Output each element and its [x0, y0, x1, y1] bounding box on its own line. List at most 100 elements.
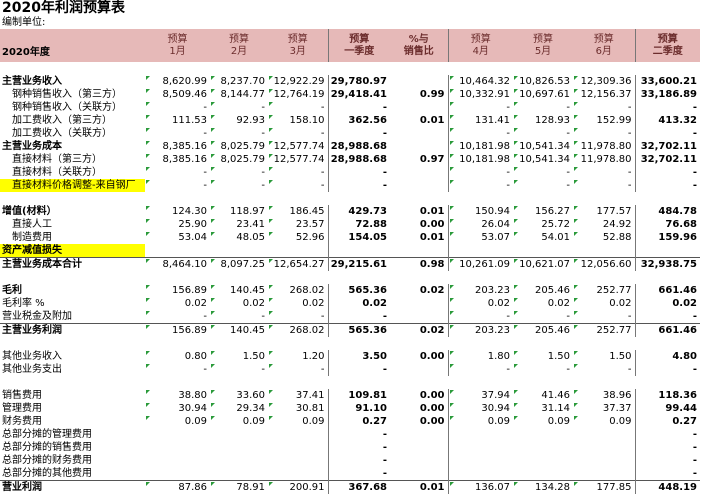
cell: 54.01 [513, 231, 573, 244]
cell [390, 101, 448, 114]
cell: 8,464.10 [145, 257, 210, 271]
row-label: 直接材料价格调整-来自钢厂 [0, 179, 145, 192]
cell: 268.02 [268, 323, 328, 337]
cell: 10,332.91 [447, 88, 513, 101]
cell: 205.46 [513, 284, 573, 297]
cell: 0.00 [419, 219, 445, 230]
table-row: 主营业务成本 8,385.16 8,025.79 12,577.74 28,988.68… [0, 140, 700, 153]
cell: - [634, 166, 700, 179]
cell [390, 441, 448, 454]
cell: - [327, 363, 390, 376]
cell: 565.36 [327, 284, 390, 297]
cell: 0.02 [419, 285, 445, 296]
cell: - [210, 310, 268, 324]
cell: 76.68 [634, 218, 700, 231]
spacer-cell [0, 271, 700, 284]
cell: 118.97 [210, 205, 268, 218]
cell: 0.02 [573, 297, 635, 310]
cell: 0.02 [210, 297, 268, 310]
cell: - [327, 127, 390, 140]
cell: 0.97 [419, 154, 445, 165]
cell: - [327, 166, 390, 179]
cell: - [513, 101, 573, 114]
table-row: 营业利润 87.86 78.91 200.91 367.68 0.01 136.07 134.… [0, 480, 700, 494]
header-top: 预算 [167, 33, 188, 45]
cell: - [145, 101, 210, 114]
row-label: 总部分摊的其他费用 [2, 468, 92, 479]
header-cell: 预算 1月 [145, 29, 210, 62]
cell: 0.01 [390, 480, 448, 494]
cell: 11,978.80 [573, 140, 635, 153]
cell: - [447, 101, 513, 114]
row-label: 直接材料（第三方） [12, 154, 102, 165]
cell: 111.53 [145, 114, 210, 127]
cell: - [268, 179, 328, 192]
header-bottom: 5月 [534, 45, 552, 57]
row-label: 加工费收入（第三方） [12, 115, 112, 126]
cell [447, 467, 513, 481]
cell: 156.27 [513, 205, 573, 218]
spacer-cell [0, 337, 700, 350]
cell: 134.28 [513, 480, 573, 494]
cell: 413.32 [634, 114, 700, 127]
header-top: 预算 [657, 33, 678, 45]
cell: - [634, 310, 700, 324]
cell: 3.50 [327, 350, 390, 363]
cell: 0.02 [513, 297, 573, 310]
header-bottom: 4月 [472, 45, 489, 57]
cell: 268.02 [268, 284, 328, 297]
cell: 37.37 [573, 402, 635, 415]
cell [390, 297, 448, 310]
cell: 33.60 [210, 389, 268, 402]
header-bottom: 1月 [169, 45, 186, 57]
row-label: 总部分摊的财务费用 [2, 455, 92, 466]
cell: 367.68 [327, 480, 390, 494]
table-row: 总部分摊的销售费用 - - [0, 441, 700, 454]
cell: - [210, 363, 268, 376]
table-row: 其他业务收入 0.80 1.50 1.20 3.50 0.00 1.80 1.50 1.50 4.… [0, 350, 700, 363]
cell: 0.02 [327, 297, 390, 310]
cell: 12,654.27 [268, 257, 328, 271]
table-row: 主营业务利润 156.89 140.45 268.02 565.36 0.02 203.23… [0, 323, 700, 337]
cell: 10,826.53 [513, 75, 573, 88]
cell: 1.50 [573, 350, 635, 363]
cell [390, 467, 448, 481]
cell: 10,541.34 [513, 140, 573, 153]
cell [145, 467, 210, 481]
cell [447, 244, 513, 258]
cell [210, 428, 268, 441]
cell: 429.73 [327, 205, 390, 218]
table-row: 加工费收入（关联方） - - - - - - - - [0, 127, 700, 140]
spacer-cell [0, 376, 700, 389]
cell [327, 244, 390, 258]
header-top: 预算 [229, 33, 249, 45]
cell: - [145, 179, 210, 192]
cell: 156.89 [145, 284, 210, 297]
budget-table: 2020年度 预算 1月 预算 2月 预算 3月 预算 一季度 %与 销售比 预算 4月 预算 5月 预算 6… [0, 29, 700, 494]
table-row: 管理费用 30.94 29.34 30.81 91.10 0.00 30.94 31.14 37… [0, 402, 700, 415]
cell: 158.10 [268, 114, 328, 127]
cell: 8,620.99 [145, 75, 210, 88]
header-top: 预算 [470, 33, 491, 45]
cell: 41.46 [513, 389, 573, 402]
cell: - [268, 310, 328, 324]
cell: 52.96 [268, 231, 328, 244]
subtitle: 编制单位: [2, 17, 46, 28]
cell: 0.98 [390, 257, 448, 271]
table-row: 主营业务收入 8,620.99 8,237.70 12,922.29 29,780.97… [0, 75, 700, 88]
header-bottom: 一季度 [344, 45, 375, 57]
cell: 205.46 [513, 323, 573, 337]
cell: 203.23 [447, 323, 513, 337]
cell: 8,144.77 [210, 88, 268, 101]
cell: 0.02 [447, 297, 513, 310]
cell: 30.94 [145, 402, 210, 415]
cell: - [327, 101, 390, 114]
row-label: 资产减值损失 [0, 244, 145, 258]
spacer-row [0, 62, 700, 75]
row-label: 总部分摊的销售费用 [2, 442, 92, 453]
cell [634, 244, 700, 258]
cell: 136.07 [447, 480, 513, 494]
cell: 124.30 [145, 205, 210, 218]
cell: - [145, 166, 210, 179]
cell: 484.78 [634, 205, 700, 218]
